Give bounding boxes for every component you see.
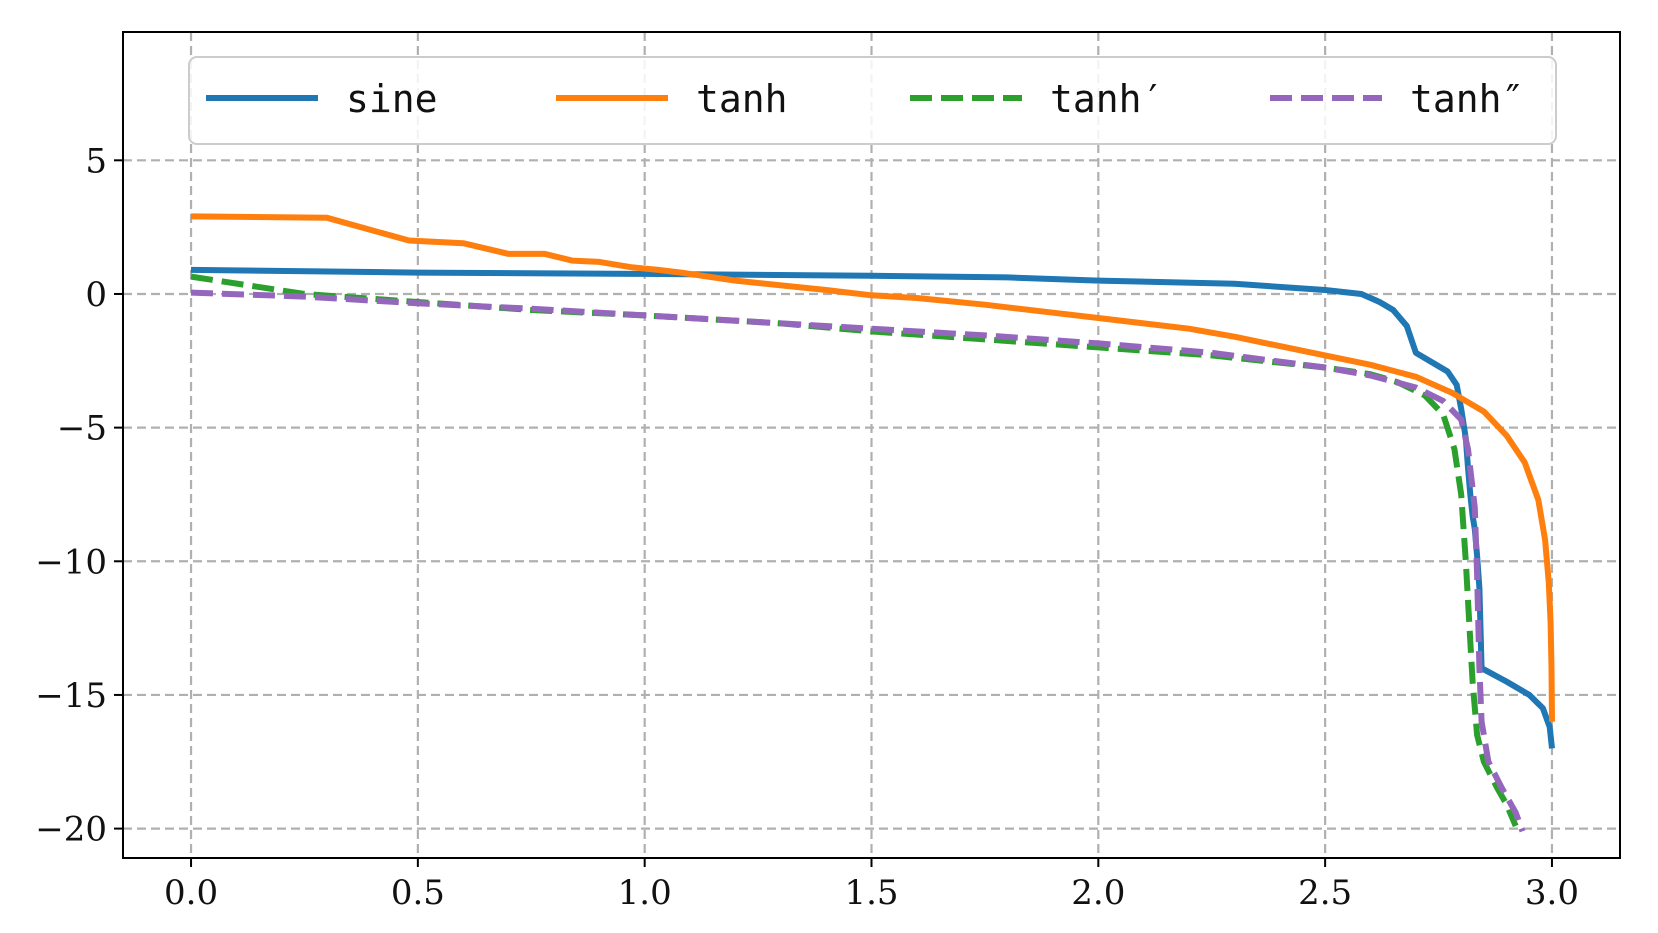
y-tick-label: 5: [85, 141, 107, 181]
y-tick-label: −20: [35, 810, 107, 850]
y-tick-label: −15: [35, 676, 107, 716]
legend-box: [188, 56, 1557, 145]
legend-label: sine: [346, 77, 438, 121]
legend-label: tanh: [696, 77, 788, 121]
legend-label: tanh″: [1410, 77, 1524, 121]
series-lines: [190, 213, 1555, 833]
legend-label: tanh′: [1050, 77, 1164, 121]
y-tick-label: −10: [35, 542, 107, 582]
legend: sine tanh tanh′ tanh″: [188, 56, 1557, 145]
x-tick-label: 1.0: [618, 873, 672, 913]
x-tick-label: 0.0: [164, 873, 218, 913]
series-line-4: [190, 289, 1526, 833]
x-tick-label: 2.0: [1071, 873, 1125, 913]
x-tick-label: 1.5: [844, 873, 898, 913]
series-line-2: [190, 213, 1555, 722]
x-tick-label: 0.5: [391, 873, 445, 913]
y-tick-label: −5: [57, 409, 107, 449]
y-tick-label: 0: [85, 275, 107, 315]
series-line-1: [190, 266, 1555, 749]
x-tick-label: 2.5: [1298, 873, 1352, 913]
axis-ticks: 0.0 0.5 1.0 1.5 2.0 2.5 3.0 5 0 −5 −10 −15 −20: [35, 141, 1579, 913]
grid: [123, 32, 1620, 858]
x-tick-label: 3.0: [1525, 873, 1579, 913]
